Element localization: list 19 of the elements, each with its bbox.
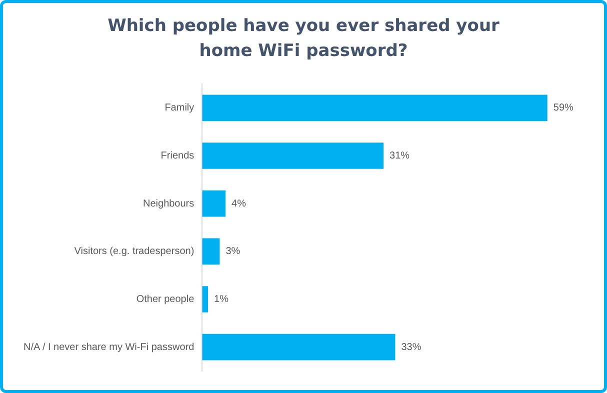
data-label: 31% xyxy=(390,150,410,162)
data-label: 4% xyxy=(232,198,246,210)
data-label: 33% xyxy=(401,342,422,353)
bar xyxy=(202,142,384,169)
y-tick-label: Friends xyxy=(160,150,194,162)
chart-title: Which people have you ever shared your home WiFi password? xyxy=(106,15,500,63)
y-tick-label: Neighbours xyxy=(142,198,194,210)
data-label: 59% xyxy=(553,102,574,114)
bar xyxy=(202,334,396,360)
bar xyxy=(202,286,208,312)
y-tick-label: N/A / I never share my Wi-Fi password xyxy=(24,342,194,353)
y-tick-label: Family xyxy=(164,102,194,114)
y-tick-label: Visitors (e.g. tradesperson) xyxy=(74,246,194,258)
bar xyxy=(202,94,548,122)
data-label: 1% xyxy=(214,294,229,305)
bar xyxy=(202,238,220,265)
y-tick-label: Other people xyxy=(136,294,195,305)
data-label: 3% xyxy=(226,246,240,258)
bar xyxy=(202,190,226,217)
